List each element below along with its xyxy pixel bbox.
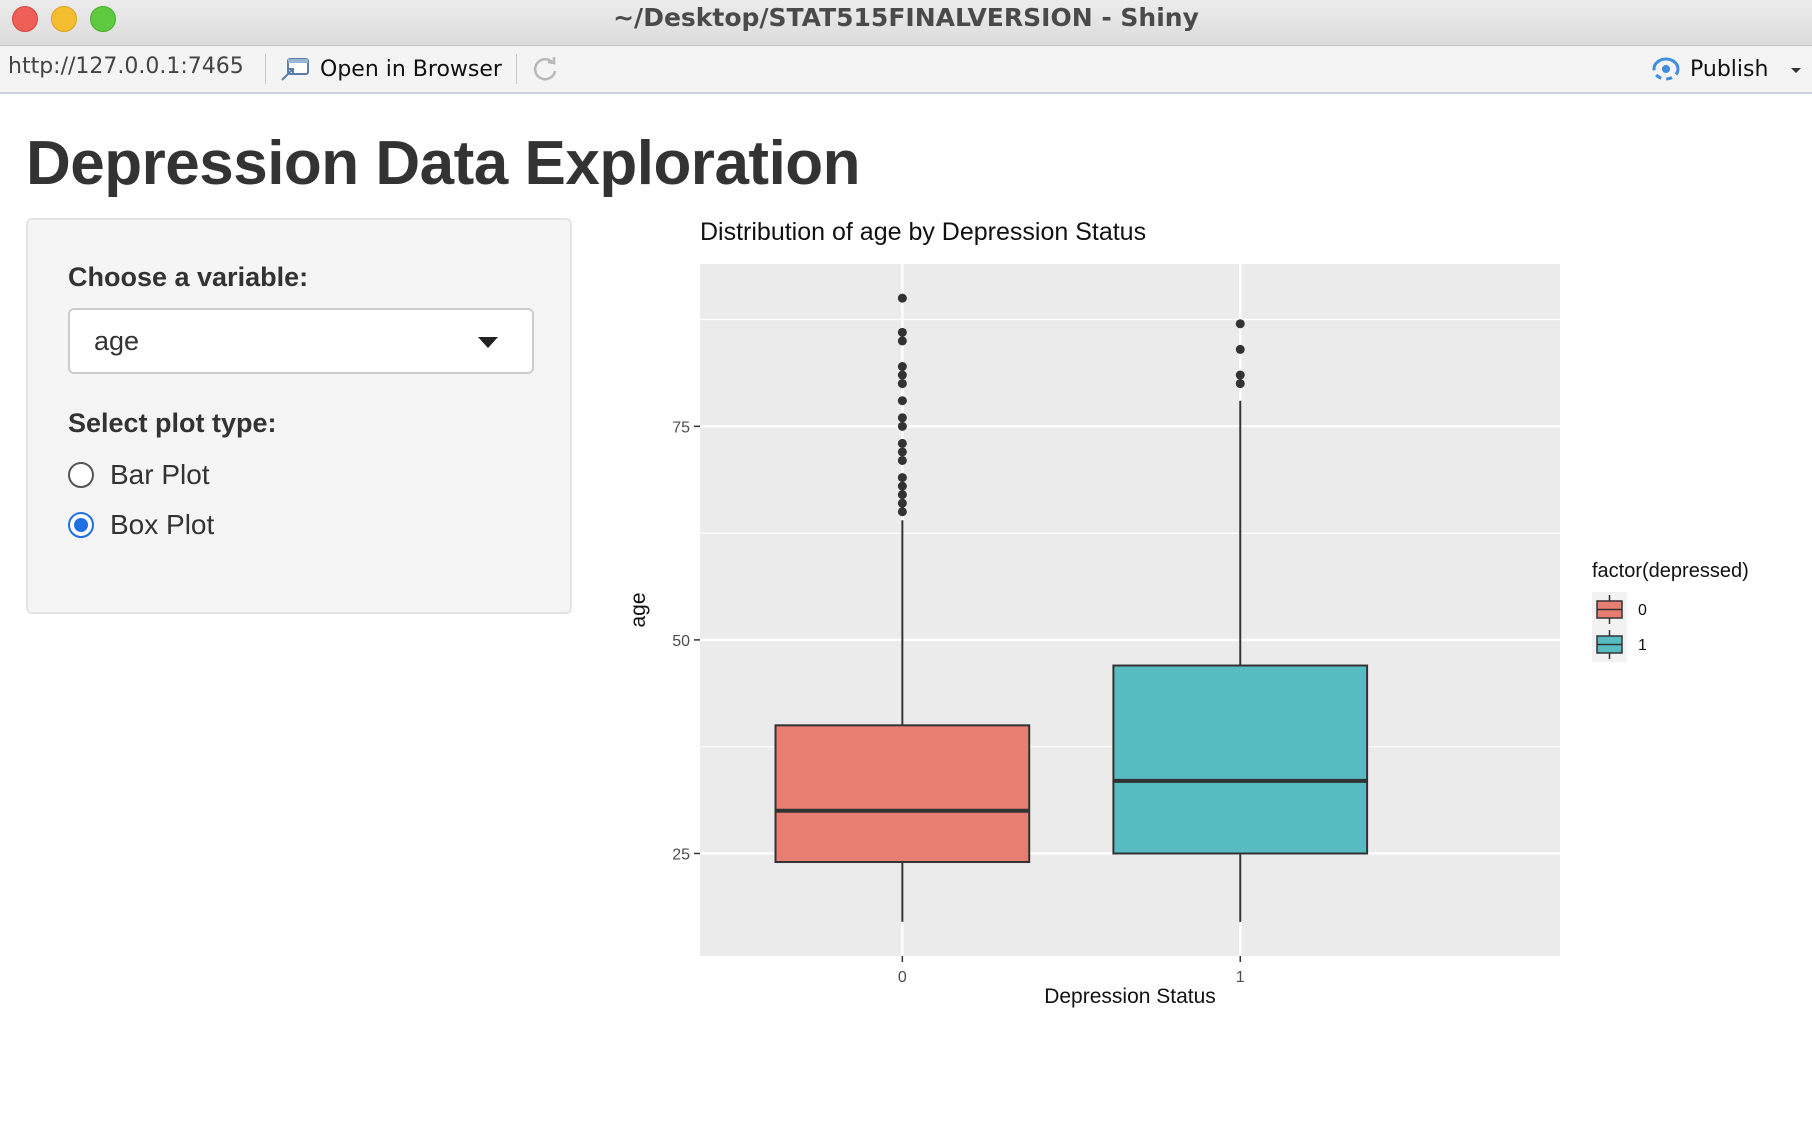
variable-select-value: age — [94, 326, 140, 356]
box-iqr — [1112, 664, 1369, 855]
outlier-point — [1235, 379, 1245, 389]
box-series — [774, 293, 1369, 922]
y-tick-label: 50 — [672, 633, 690, 650]
open-in-browser-button[interactable]: Open in Browser — [280, 52, 502, 86]
outlier-point — [897, 396, 907, 406]
window-minimize-button[interactable] — [51, 6, 77, 32]
radio-button[interactable] — [68, 512, 94, 538]
outlier-point — [897, 455, 907, 465]
outlier-point — [1235, 344, 1245, 354]
chart-title: Distribution of age by Depression Status — [700, 218, 1146, 246]
box-group-1 — [1112, 319, 1369, 922]
outlier-point — [897, 413, 907, 423]
open-in-browser-icon — [281, 58, 309, 81]
outlier-point — [897, 379, 907, 389]
radio-box-plot[interactable]: Box Plot — [68, 508, 214, 542]
url-display[interactable]: http://127.0.0.1:7465 — [8, 54, 244, 79]
outlier-point — [1235, 319, 1245, 329]
y-tick-label: 25 — [672, 846, 690, 863]
plot-type-label: Select plot type: — [68, 408, 277, 438]
radio-label: Bar Plot — [110, 459, 210, 490]
outlier-point — [897, 481, 907, 491]
caret-down-icon — [478, 337, 498, 348]
publish-button[interactable]: Publish — [1650, 52, 1768, 86]
axis-ticks: 25 50 75 0 1 — [672, 419, 1245, 986]
outlier-point — [897, 447, 907, 457]
sidebar-panel: Choose a variable: age Select plot type:… — [26, 218, 572, 614]
outlier-point — [897, 421, 907, 431]
outlier-point — [897, 362, 907, 372]
y-axis-label: age — [627, 592, 650, 627]
outlier-point — [1235, 370, 1245, 380]
x-tick-label: 1 — [1236, 969, 1245, 986]
chevron-down-icon[interactable] — [1786, 60, 1806, 80]
box-plot-chart: Distribution of age by Depression Status… — [627, 218, 1749, 1008]
refresh-icon[interactable] — [530, 54, 560, 84]
outlier-point — [897, 370, 907, 380]
toolbar-divider — [516, 54, 517, 84]
window-close-button[interactable] — [12, 6, 38, 32]
outlier-point — [897, 498, 907, 508]
legend-entry-0: 0 — [1592, 592, 1647, 627]
publish-label: Publish — [1690, 56, 1769, 82]
toolbar-divider — [265, 54, 266, 84]
legend: factor(depressed) 0 1 — [1592, 560, 1749, 662]
outlier-point — [897, 336, 907, 346]
window-title: ~/Desktop/STAT515FINALVERSION - Shiny — [613, 3, 1199, 32]
radio-bar-plot[interactable]: Bar Plot — [68, 458, 210, 492]
variable-select[interactable]: age — [68, 308, 534, 374]
outlier-point — [897, 438, 907, 448]
window-maximize-button[interactable] — [90, 6, 116, 32]
variable-select-label: Choose a variable: — [68, 262, 309, 292]
publish-icon — [1652, 57, 1680, 81]
app-title: Depression Data Exploration — [26, 129, 861, 198]
box-iqr — [774, 724, 1031, 864]
radio-label: Box Plot — [110, 509, 215, 540]
y-tick-label: 75 — [672, 419, 690, 436]
outlier-point — [897, 327, 907, 337]
x-tick-label: 0 — [898, 969, 907, 986]
legend-entry-1: 1 — [1592, 627, 1647, 662]
legend-title: factor(depressed) — [1592, 560, 1749, 582]
outlier-point — [897, 490, 907, 500]
box-group-0 — [774, 293, 1031, 922]
outlier-point — [897, 473, 907, 483]
radio-button[interactable] — [68, 462, 94, 488]
window-title-bar: ~/Desktop/STAT515FINALVERSION - Shiny — [0, 0, 1812, 46]
legend-entry-label: 0 — [1638, 602, 1647, 619]
legend-entry-label: 1 — [1638, 637, 1647, 654]
viewer-toolbar: http://127.0.0.1:7465 Open in Browser Pu… — [0, 46, 1812, 94]
outlier-point — [897, 293, 907, 303]
open-in-browser-label: Open in Browser — [320, 56, 502, 82]
outlier-point — [897, 507, 907, 517]
x-axis-label: Depression Status — [1044, 985, 1216, 1008]
